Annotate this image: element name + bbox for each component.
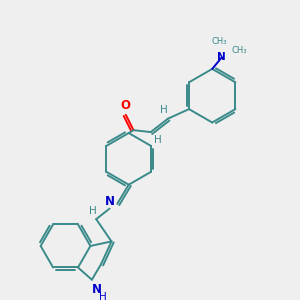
Text: H: H [160, 105, 168, 115]
Text: H: H [154, 135, 161, 145]
Text: CH₃: CH₃ [211, 37, 227, 46]
Text: O: O [121, 99, 131, 112]
Text: N: N [218, 52, 226, 62]
Text: H: H [100, 292, 107, 300]
Text: N: N [92, 283, 102, 296]
Text: H: H [89, 206, 97, 217]
Text: CH₃: CH₃ [231, 46, 247, 55]
Text: N: N [105, 195, 115, 208]
